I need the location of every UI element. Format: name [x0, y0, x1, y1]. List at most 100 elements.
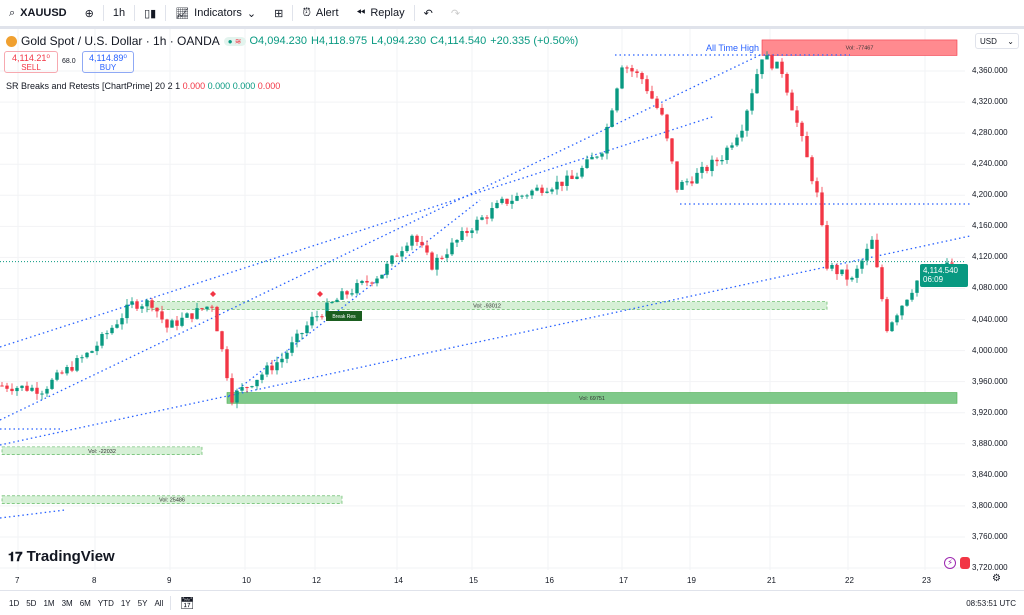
- chart-type-button[interactable]: ▯▮: [135, 0, 165, 26]
- candle-body: [405, 245, 409, 252]
- candle-body: [365, 280, 369, 283]
- candle-body: [380, 274, 384, 279]
- candle-body: [520, 195, 524, 197]
- axis-settings-icon[interactable]: ⚙: [992, 573, 1001, 584]
- undo-icon: ↶: [423, 7, 433, 20]
- y-tick-label: 3,760.000: [972, 531, 1008, 541]
- candle-body: [440, 257, 444, 259]
- candle-body: [715, 159, 719, 162]
- candle-body: [195, 308, 199, 319]
- candle-body: [505, 198, 509, 204]
- candle-body: [625, 67, 629, 69]
- candle-body: [950, 262, 954, 264]
- candle-body: [260, 374, 264, 380]
- candle-body: [570, 175, 574, 179]
- candle-body: [70, 367, 74, 371]
- y-tick-label: 4,120.000: [972, 252, 1008, 262]
- candle-body: [180, 317, 184, 326]
- candle-body: [860, 260, 864, 269]
- candle-body: [160, 311, 164, 320]
- candle-body: [525, 195, 529, 197]
- indicator-legend[interactable]: SR Breaks and Retests [ChartPrime] 20 2 …: [6, 81, 281, 91]
- candle-body: [385, 263, 389, 275]
- candle-body: [665, 114, 669, 139]
- candle-body: [85, 352, 89, 358]
- tradingview-logo: 𝟏𝟕 TradingView: [8, 548, 115, 565]
- candle-body: [795, 110, 799, 123]
- range-button-1m[interactable]: 1M: [43, 598, 55, 608]
- candle-body: [290, 342, 294, 353]
- symbol-search[interactable]: ⌕ XAUUSD: [9, 6, 67, 20]
- clock[interactable]: 08:53:51 UTC: [966, 598, 1016, 608]
- candle-body: [200, 308, 204, 310]
- candle-body: [585, 159, 589, 168]
- interval-button[interactable]: 1h: [112, 7, 126, 19]
- lightning-icon[interactable]: ⚡︎: [944, 557, 956, 569]
- y-tick-label: 4,280.000: [972, 128, 1008, 138]
- gold-logo-icon: [6, 35, 17, 47]
- candle-body: [500, 198, 504, 203]
- break-res-label: Break Res: [332, 314, 356, 320]
- indicators-button[interactable]: 📈︎ Indicators ⌄: [175, 7, 257, 20]
- candle-body: [320, 316, 324, 318]
- candle-body: [420, 241, 424, 246]
- y-tick-label: 4,320.000: [972, 97, 1008, 107]
- compare-button[interactable]: ⊕: [76, 0, 103, 26]
- candle-body: [370, 282, 374, 284]
- candle-body: [900, 305, 904, 316]
- currency-select[interactable]: USD ⌄: [975, 33, 1019, 49]
- bottom-toolbar: 1D 5D 1M 3M 6M YTD 1Y 5Y All 📅︎ 08:53:51 UTC: [0, 590, 1024, 615]
- candle-body: [790, 92, 794, 111]
- candle-body: [910, 292, 914, 300]
- buy-button[interactable]: 4,114.89⁰ BUY: [82, 51, 134, 73]
- replay-button[interactable]: ⏪︎ Replay: [356, 6, 405, 20]
- range-button-5d[interactable]: 5D: [26, 598, 37, 608]
- candle-body: [495, 202, 499, 209]
- market-status-icon: ● ≋: [223, 36, 246, 46]
- range-button-1d[interactable]: 1D: [9, 598, 20, 608]
- candle-body: [150, 300, 154, 308]
- flag-icon[interactable]: [960, 557, 970, 569]
- candle-body: [605, 126, 609, 154]
- trend-line: [0, 54, 761, 421]
- sell-button[interactable]: 4,114.21⁰ SELL: [4, 51, 58, 73]
- candle-body: [735, 137, 739, 146]
- range-button-ytd[interactable]: YTD: [97, 598, 114, 608]
- range-button-1y[interactable]: 1Y: [120, 598, 131, 608]
- candle-body: [680, 181, 684, 190]
- sr-zone: [226, 392, 958, 404]
- all-time-high-label: All Time High: [706, 43, 759, 53]
- y-tick-label: 3,920.000: [972, 407, 1008, 417]
- undo-button[interactable]: ↶: [415, 0, 442, 26]
- trend-line: [0, 509, 66, 519]
- candle-body: [345, 291, 349, 295]
- range-button-6m[interactable]: 6M: [79, 598, 91, 608]
- x-tick-label: 15: [469, 576, 478, 585]
- candle-body: [395, 255, 399, 257]
- candle-body: [865, 248, 869, 261]
- candle-body: [870, 239, 874, 249]
- candle-body: [315, 316, 319, 318]
- candle-body: [755, 74, 759, 94]
- candle-body: [690, 181, 694, 184]
- candle-body: [270, 365, 274, 371]
- price-chart[interactable]: Vol: -93012 Vol: 69751 Vol: -22032 Vol: 254…: [0, 29, 1024, 590]
- date-range-icon[interactable]: 📅︎: [170, 596, 195, 610]
- rewind-icon: ⏪︎: [356, 6, 366, 19]
- layouts-button[interactable]: ⊞: [265, 0, 292, 26]
- last-price-label: 4,114.540 06:09: [920, 264, 968, 287]
- plus-circle-icon: ⊕: [84, 7, 94, 20]
- candle-body: [675, 161, 679, 190]
- alert-button[interactable]: ⏰︎ Alert: [302, 6, 339, 20]
- redo-button[interactable]: ↷: [442, 0, 469, 26]
- range-button-5y[interactable]: 5Y: [137, 598, 148, 608]
- candle-body: [750, 93, 754, 111]
- sr-zone: [1, 446, 203, 455]
- x-tick-label: 22: [845, 576, 854, 585]
- candle-body: [330, 302, 334, 304]
- candle-body: [800, 122, 804, 137]
- x-tick-label: 14: [394, 576, 403, 585]
- range-button-3m[interactable]: 3M: [61, 598, 73, 608]
- range-button-all[interactable]: All: [154, 598, 164, 608]
- candle-body: [835, 265, 839, 275]
